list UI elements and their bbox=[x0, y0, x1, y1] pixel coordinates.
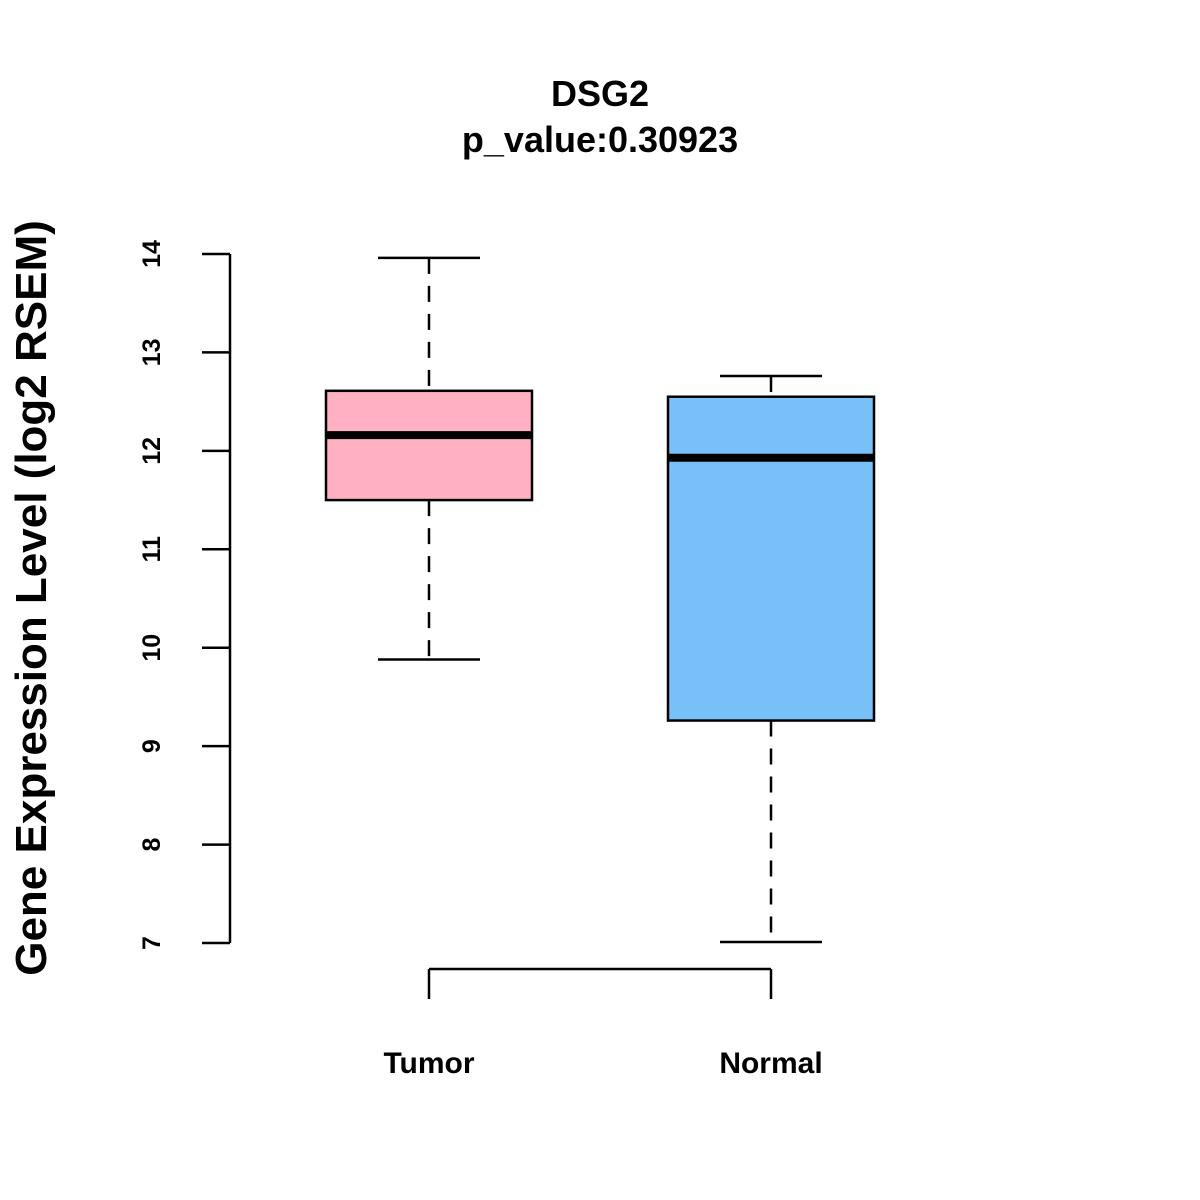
y-tick-label: 12 bbox=[138, 437, 166, 465]
boxes bbox=[324, 256, 876, 944]
y-tick-label: 8 bbox=[138, 838, 166, 852]
x-tick-label-tumor: Tumor bbox=[383, 1047, 474, 1080]
x-axis: Tumor Normal bbox=[383, 967, 823, 1080]
y-tick-label: 13 bbox=[138, 339, 166, 367]
y-tick-label: 11 bbox=[138, 536, 166, 563]
y-tick-label: 10 bbox=[138, 634, 166, 662]
y-axis: 7 8 9 10 11 12 13 14 bbox=[138, 240, 232, 950]
iqr-box bbox=[666, 395, 876, 722]
iqr-box bbox=[324, 389, 534, 502]
y-axis-label: Gene Expression Level (log2 RSEM) bbox=[7, 220, 56, 976]
y-tick-label: 9 bbox=[138, 739, 166, 753]
chart-title: DSG2 bbox=[551, 73, 649, 114]
y-tick-label: 14 bbox=[138, 240, 166, 268]
box-tumor bbox=[324, 256, 534, 661]
box-normal bbox=[666, 374, 876, 944]
y-tick-label: 7 bbox=[138, 936, 166, 950]
chart-subtitle: p_value:0.30923 bbox=[462, 119, 738, 160]
x-tick-label-normal: Normal bbox=[719, 1047, 822, 1080]
